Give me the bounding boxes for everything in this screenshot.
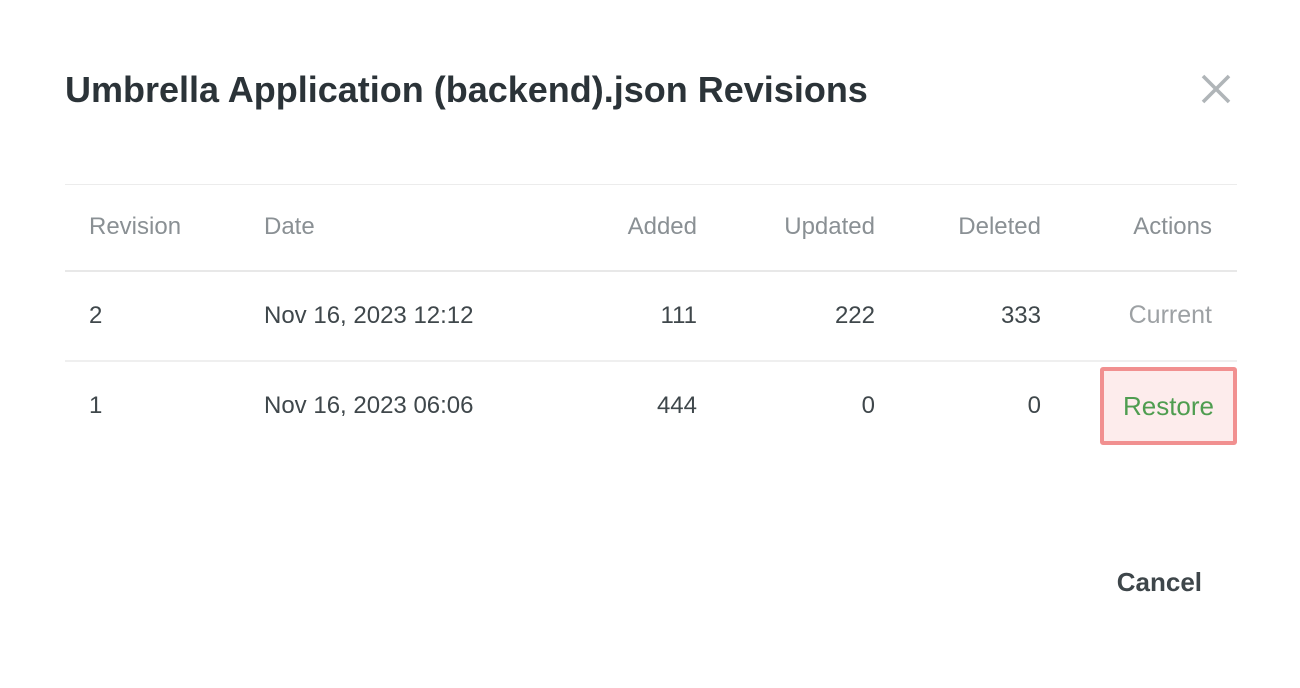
revisions-table: Revision Date Added Updated Deleted Acti… [65,184,1237,451]
deleted-cell: 0 [1027,392,1041,419]
revision-cell: 1 [89,392,103,419]
column-header-revision: Revision [89,213,182,241]
modal-title: Umbrella Application (backend).json Revi… [65,69,868,110]
current-status: Current [1128,301,1212,329]
cancel-button[interactable]: Cancel [1116,566,1202,597]
column-header-added: Added [627,213,697,241]
table-row: 2 Nov 16, 2023 12:12 111 222 333 Current [65,271,1237,361]
column-header-actions: Actions [1133,213,1212,241]
modal-header: Umbrella Application (backend).json Revi… [65,0,1237,114]
added-cell: 444 [656,392,697,419]
updated-cell: 0 [861,392,875,419]
added-cell: 111 [660,301,697,329]
date-cell: Nov 16, 2023 06:06 [264,392,474,419]
column-header-updated: Updated [784,213,875,241]
column-header-date: Date [264,213,315,241]
revision-cell: 2 [89,301,103,329]
close-icon [1201,74,1231,104]
date-cell: Nov 16, 2023 12:12 [264,301,474,329]
restore-link[interactable]: Restore [1099,367,1237,445]
column-header-deleted: Deleted [958,213,1041,241]
deleted-cell: 333 [1000,301,1041,329]
table-header-row: Revision Date Added Updated Deleted Acti… [65,184,1237,271]
updated-cell: 222 [834,301,875,329]
modal-footer: Cancel [65,565,1237,599]
table-row: 1 Nov 16, 2023 06:06 444 0 0 Restore [65,361,1237,451]
close-button[interactable] [1195,68,1237,110]
